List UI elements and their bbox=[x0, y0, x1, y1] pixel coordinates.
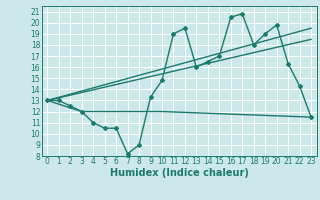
X-axis label: Humidex (Indice chaleur): Humidex (Indice chaleur) bbox=[110, 168, 249, 178]
